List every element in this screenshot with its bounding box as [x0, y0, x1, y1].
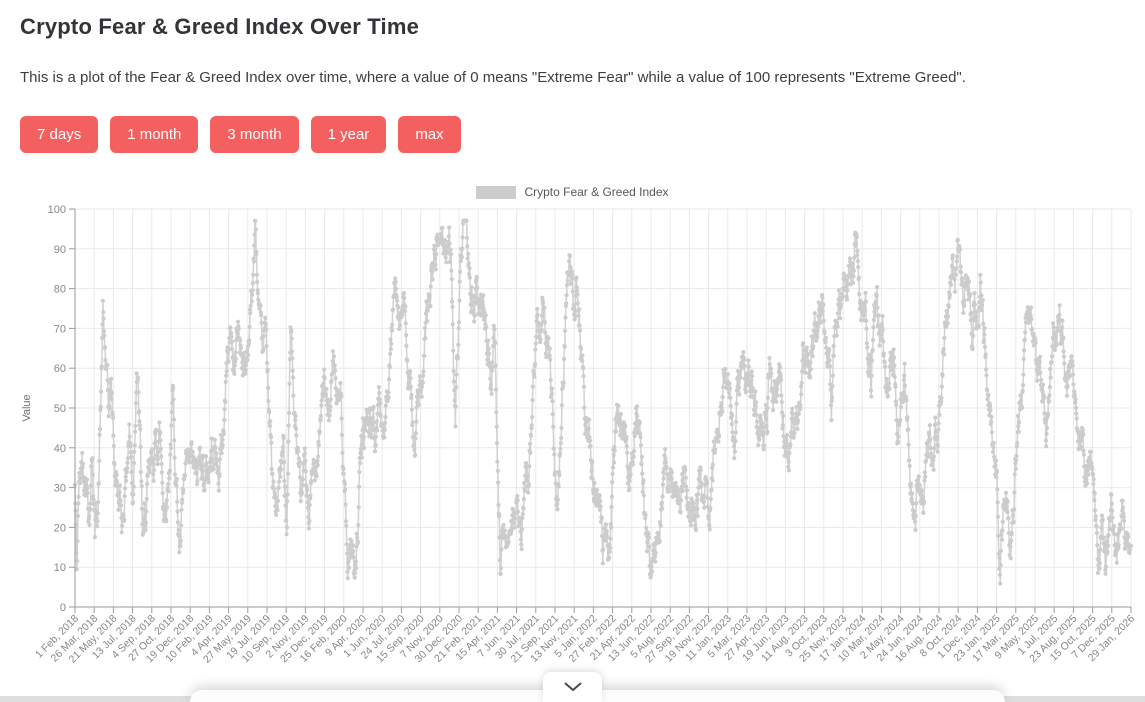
y-tick-label: 30 — [54, 483, 66, 495]
range-button-max[interactable]: max — [398, 116, 461, 153]
chart-legend[interactable]: Crypto Fear & Greed Index — [0, 185, 1145, 199]
y-tick-label: 50 — [54, 403, 66, 415]
y-tick-label: 70 — [54, 323, 66, 335]
y-tick-label: 10 — [54, 562, 66, 574]
y-tick-label: 40 — [54, 443, 66, 455]
expand-chevron-button[interactable] — [543, 672, 602, 702]
y-tick-label: 0 — [60, 602, 66, 614]
range-button-row: 7 days 1 month 3 month 1 year max — [20, 116, 461, 153]
y-tick-label: 100 — [48, 204, 66, 216]
legend-label: Crypto Fear & Greed Index — [524, 185, 669, 199]
y-tick-label: 80 — [54, 284, 66, 296]
legend-swatch — [476, 185, 517, 199]
y-tick-label: 90 — [54, 244, 66, 256]
y-tick-label: 60 — [54, 363, 66, 375]
page-title: Crypto Fear & Greed Index Over Time — [20, 14, 420, 39]
range-button-1-month[interactable]: 1 month — [110, 116, 199, 153]
y-axis-label: Value — [21, 394, 33, 421]
fear-greed-chart: Crypto Fear & Greed Index 0 10 20 30 40 50 60 7… — [0, 178, 1145, 670]
y-tick-label: 20 — [54, 522, 66, 534]
range-button-7-days[interactable]: 7 days — [20, 116, 99, 153]
range-button-1-year[interactable]: 1 year — [310, 116, 387, 153]
page-description: This is a plot of the Fear & Greed Index… — [20, 69, 966, 86]
chevron-down-icon — [564, 682, 581, 691]
range-button-3-month[interactable]: 3 month — [210, 116, 299, 153]
